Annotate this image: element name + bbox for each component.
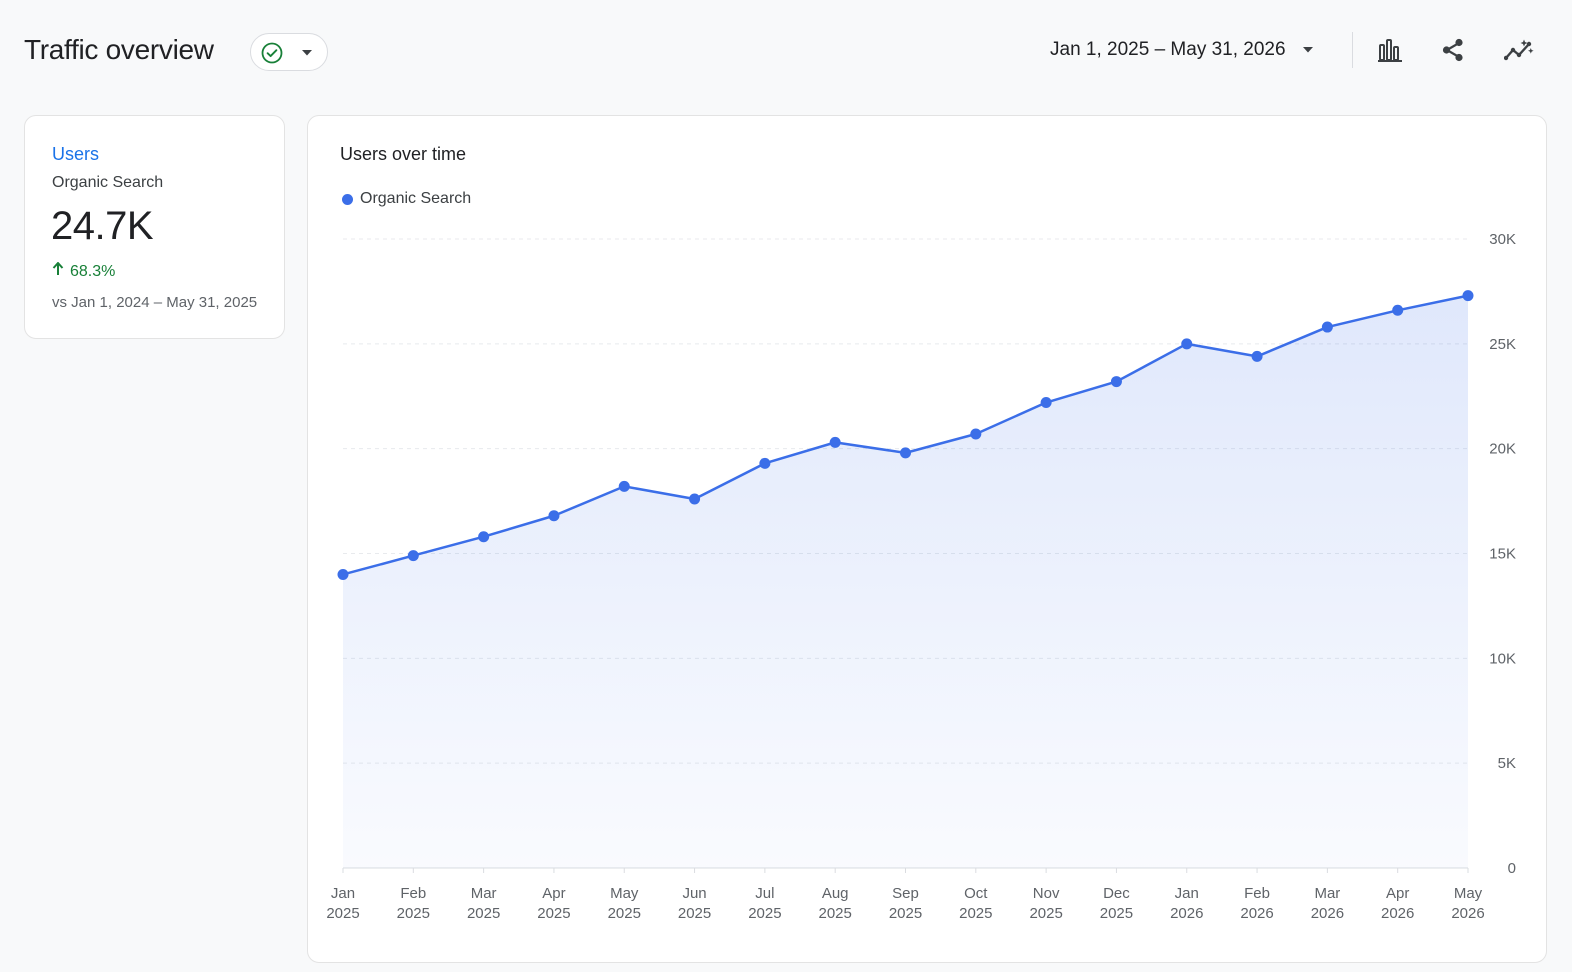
x-tick-label: 2025 — [889, 905, 922, 922]
series-area — [343, 295, 1468, 868]
data-point — [1321, 321, 1333, 333]
x-tick-label: 2025 — [1100, 905, 1133, 922]
data-point — [900, 447, 911, 459]
x-tick-label: 2025 — [959, 905, 992, 922]
users-metric-card[interactable]: Users Organic Search 24.7K 68.3% vs Jan … — [24, 115, 285, 339]
y-tick-label: 10K — [1489, 650, 1516, 667]
date-range-picker[interactable]: Jan 1, 2025 – May 31, 2026 — [1040, 30, 1330, 70]
x-tick-label: Oct — [964, 885, 988, 902]
y-tick-label: 25K — [1489, 336, 1516, 353]
bar-chart-icon — [1378, 39, 1402, 62]
data-point — [1181, 338, 1193, 350]
toolbar-divider — [1352, 32, 1353, 68]
x-tick-label: Feb — [1244, 885, 1270, 902]
x-tick-label: 2026 — [1381, 905, 1414, 922]
x-tick-label: May — [610, 885, 639, 902]
status-dropdown[interactable] — [250, 33, 328, 71]
data-point — [618, 480, 630, 492]
x-tick-label: Sep — [892, 885, 919, 902]
x-tick-label: 2025 — [467, 905, 500, 922]
data-point — [1110, 376, 1122, 388]
x-tick-label: 2026 — [1311, 905, 1344, 922]
x-tick-label: 2025 — [819, 905, 852, 922]
metric-change: 68.3% — [52, 262, 115, 281]
x-tick-label: Apr — [1386, 885, 1409, 902]
x-tick-label: 2025 — [608, 905, 641, 922]
x-tick-label: 2026 — [1451, 905, 1484, 922]
insights-icon — [1504, 39, 1534, 61]
x-tick-label: 2025 — [537, 905, 570, 922]
arrow-up-icon — [52, 262, 64, 275]
x-tick-label: 2026 — [1170, 905, 1203, 922]
data-point — [478, 531, 490, 543]
data-point — [829, 436, 841, 448]
data-point — [1040, 397, 1052, 409]
x-tick-label: Dec — [1103, 885, 1130, 902]
caret-down-icon — [302, 50, 312, 56]
data-point — [970, 428, 982, 440]
share-icon — [1442, 38, 1463, 62]
insights-button[interactable] — [1497, 30, 1537, 70]
data-point — [759, 457, 771, 469]
y-tick-label: 0 — [1508, 860, 1516, 877]
header: Traffic overview Jan 1, 2025 – May 31, 2… — [0, 0, 1572, 100]
data-point — [1251, 350, 1263, 362]
x-tick-label: Jul — [755, 885, 774, 902]
metric-change-value: 68.3% — [70, 263, 116, 280]
x-tick-label: 2025 — [397, 905, 430, 922]
x-tick-label: Jan — [1175, 885, 1199, 902]
x-tick-label: 2025 — [326, 905, 359, 922]
x-tick-label: Apr — [542, 885, 565, 902]
y-tick-label: 15K — [1489, 546, 1516, 563]
share-button[interactable] — [1433, 30, 1473, 70]
page-title: Traffic overview — [24, 34, 214, 65]
x-tick-label: Nov — [1033, 885, 1060, 902]
x-tick-label: 2025 — [678, 905, 711, 922]
data-point — [689, 493, 701, 505]
caret-down-icon — [1303, 47, 1313, 53]
data-point — [407, 550, 419, 562]
data-point — [1392, 304, 1404, 316]
x-tick-label: Mar — [1314, 885, 1340, 902]
legend-label: Organic Search — [360, 190, 472, 207]
x-tick-label: May — [1454, 885, 1483, 902]
x-tick-label: 2026 — [1240, 905, 1273, 922]
metric-comparison: vs Jan 1, 2024 – May 31, 2025 — [52, 294, 258, 311]
data-point — [337, 568, 349, 580]
chart-title: Users over time — [340, 144, 467, 164]
x-tick-label: 2025 — [1029, 905, 1062, 922]
data-point — [1462, 290, 1474, 302]
x-tick-label: Feb — [400, 885, 426, 902]
y-tick-label: 5K — [1498, 755, 1516, 772]
date-range-label: Jan 1, 2025 – May 31, 2026 — [1050, 39, 1286, 60]
check-circle-icon — [261, 42, 283, 64]
metric-label[interactable]: Users — [52, 144, 100, 164]
x-tick-label: Jan — [331, 885, 355, 902]
users-over-time-card: Users over time Organic Search 0 5K 10K 15K… — [307, 115, 1547, 963]
x-tick-label: Mar — [471, 885, 497, 902]
metric-segment: Organic Search — [52, 174, 164, 191]
x-tick-label: Jun — [682, 885, 706, 902]
legend-marker — [342, 194, 353, 205]
users-line-chart[interactable]: 0 5K 10K 15K 20K 25K 30K Jan 2025 Feb 2025 Mar 2025 A… — [308, 116, 1546, 962]
customize-report-button[interactable] — [1371, 30, 1411, 70]
metric-value: 24.7K — [51, 204, 154, 248]
y-tick-label: 30K — [1489, 231, 1516, 248]
x-tick-label: 2025 — [748, 905, 781, 922]
y-tick-label: 20K — [1489, 441, 1516, 458]
x-tick-label: Aug — [822, 885, 849, 902]
data-point — [548, 510, 560, 522]
